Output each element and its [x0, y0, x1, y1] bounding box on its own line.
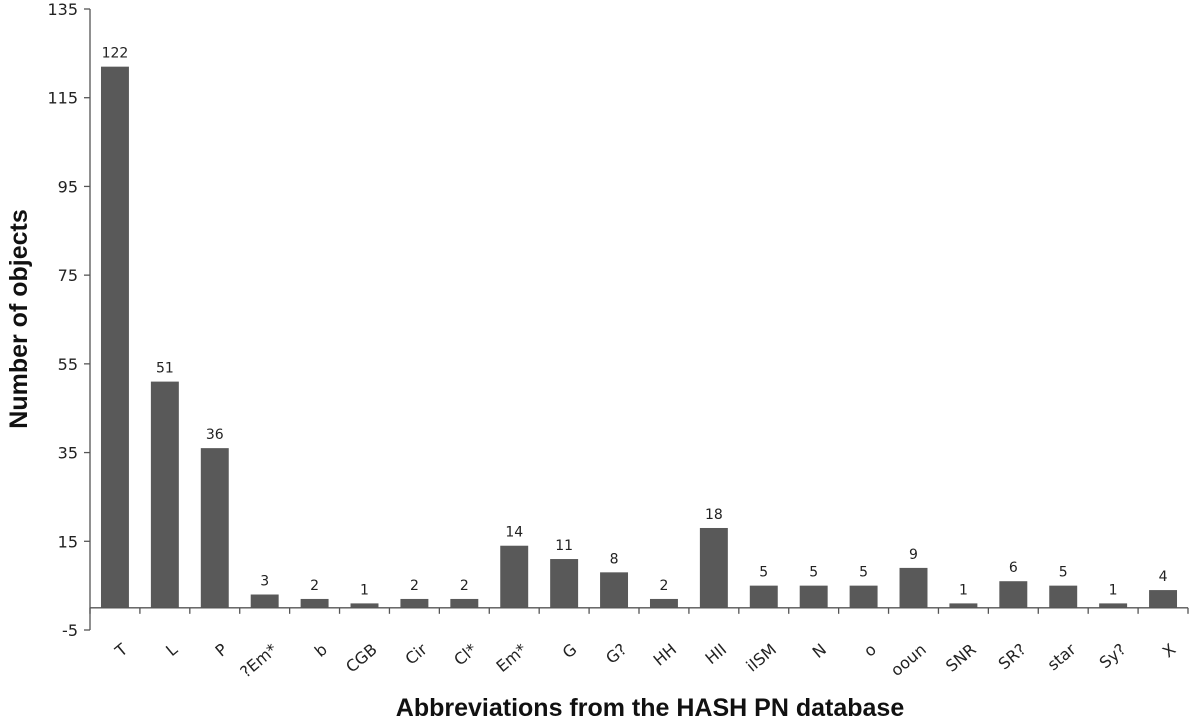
data-label-b: 2: [310, 578, 319, 594]
data-label-N: 5: [809, 565, 818, 581]
y-tick-label-95: 95: [58, 177, 78, 196]
x-tick-label-SNR: SNR: [942, 640, 980, 676]
x-tick-label-G?: G?: [602, 640, 630, 668]
data-label-SR?: 6: [1009, 560, 1018, 576]
data-label-o: 5: [859, 565, 868, 581]
x-tick-label-Sy?: Sy?: [1096, 640, 1130, 673]
data-label-SNR: 1: [959, 582, 968, 598]
bar-SR?: [999, 581, 1028, 608]
data-label-?Em*: 3: [260, 574, 269, 590]
x-tick-label-SR?: SR?: [995, 640, 1030, 674]
y-tick-label-35: 35: [58, 444, 78, 463]
data-label-X: 4: [1159, 569, 1168, 585]
x-tick-label-o: o: [860, 640, 880, 661]
bar-CGB: [350, 603, 379, 608]
data-label-Cl*: 2: [460, 578, 469, 594]
y-tick-label-55: 55: [58, 355, 78, 374]
x-tick-label-iISM: iISM: [742, 640, 780, 676]
data-label-HII: 18: [705, 507, 723, 523]
bar-G: [550, 559, 579, 608]
y-axis-title: Number of objects: [5, 209, 33, 428]
bar-Em*: [500, 545, 529, 608]
bar-ooun: [899, 567, 928, 608]
x-tick-label-P: P: [211, 639, 231, 660]
bar-L: [150, 381, 179, 608]
y-tick-label-135: 135: [47, 0, 78, 19]
y-tick-label-115: 115: [47, 89, 78, 108]
y-tick-label-15: 15: [58, 532, 78, 551]
data-label-Sy?: 1: [1109, 582, 1118, 598]
bar-HH: [649, 598, 678, 608]
data-label-P: 36: [206, 427, 224, 443]
bar-o: [849, 585, 878, 608]
x-tick-label-G: G: [559, 640, 581, 663]
data-label-star: 5: [1059, 565, 1068, 581]
data-label-ooun: 9: [909, 547, 918, 563]
axes-group: [89, 9, 1189, 630]
data-label-T: 122: [102, 46, 129, 62]
bar-Cir: [400, 598, 429, 608]
y-tick-label--5: -5: [62, 621, 78, 640]
bar-N: [799, 585, 828, 608]
data-label-G: 11: [555, 538, 573, 554]
bar-Cl*: [450, 598, 479, 608]
bar-?Em*: [250, 594, 279, 608]
x-tick-label-Cl*: Cl*: [450, 640, 480, 670]
x-tick-label-star: star: [1044, 639, 1080, 674]
x-tick-label-CGB: CGB: [342, 640, 381, 677]
bar-T: [100, 66, 129, 608]
x-tick-label-N: N: [809, 640, 830, 662]
bar-star: [1049, 585, 1078, 608]
data-label-HH: 2: [659, 578, 668, 594]
data-label-Em*: 14: [505, 525, 523, 541]
data-label-G?: 8: [610, 551, 619, 567]
bar-Sy?: [1099, 603, 1128, 608]
bar-b: [300, 598, 329, 608]
data-label-L: 51: [156, 361, 174, 377]
data-label-iISM: 5: [759, 565, 768, 581]
bar-SNR: [949, 603, 978, 608]
y-ticks-group: -5 15 35 55 75 95 115 135: [47, 0, 90, 640]
bar-HII: [699, 527, 728, 608]
bar-iISM: [749, 585, 778, 608]
x-tick-label-HII: HII: [701, 640, 730, 668]
bar-X: [1149, 590, 1178, 608]
x-tick-label-HH: HH: [650, 640, 681, 670]
x-axis-title: Abbreviations from the HASH PN database: [396, 694, 905, 721]
y-tick-label-75: 75: [58, 266, 78, 285]
bar-G?: [600, 572, 629, 608]
x-tick-label-?Em*: ?Em*: [236, 640, 281, 682]
data-label-CGB: 1: [360, 582, 369, 598]
x-tick-label-T: T: [111, 640, 132, 662]
bars-group: [100, 66, 1178, 608]
x-tick-label-X: X: [1159, 640, 1180, 662]
x-tick-label-b: b: [311, 640, 331, 661]
bar-P: [200, 448, 229, 608]
x-tick-label-Cir: Cir: [401, 639, 431, 668]
x-tick-label-ooun: ooun: [887, 640, 930, 680]
x-tick-label-L: L: [162, 640, 181, 660]
data-label-Cir: 2: [410, 578, 419, 594]
x-tick-label-Em*: Em*: [492, 640, 530, 676]
